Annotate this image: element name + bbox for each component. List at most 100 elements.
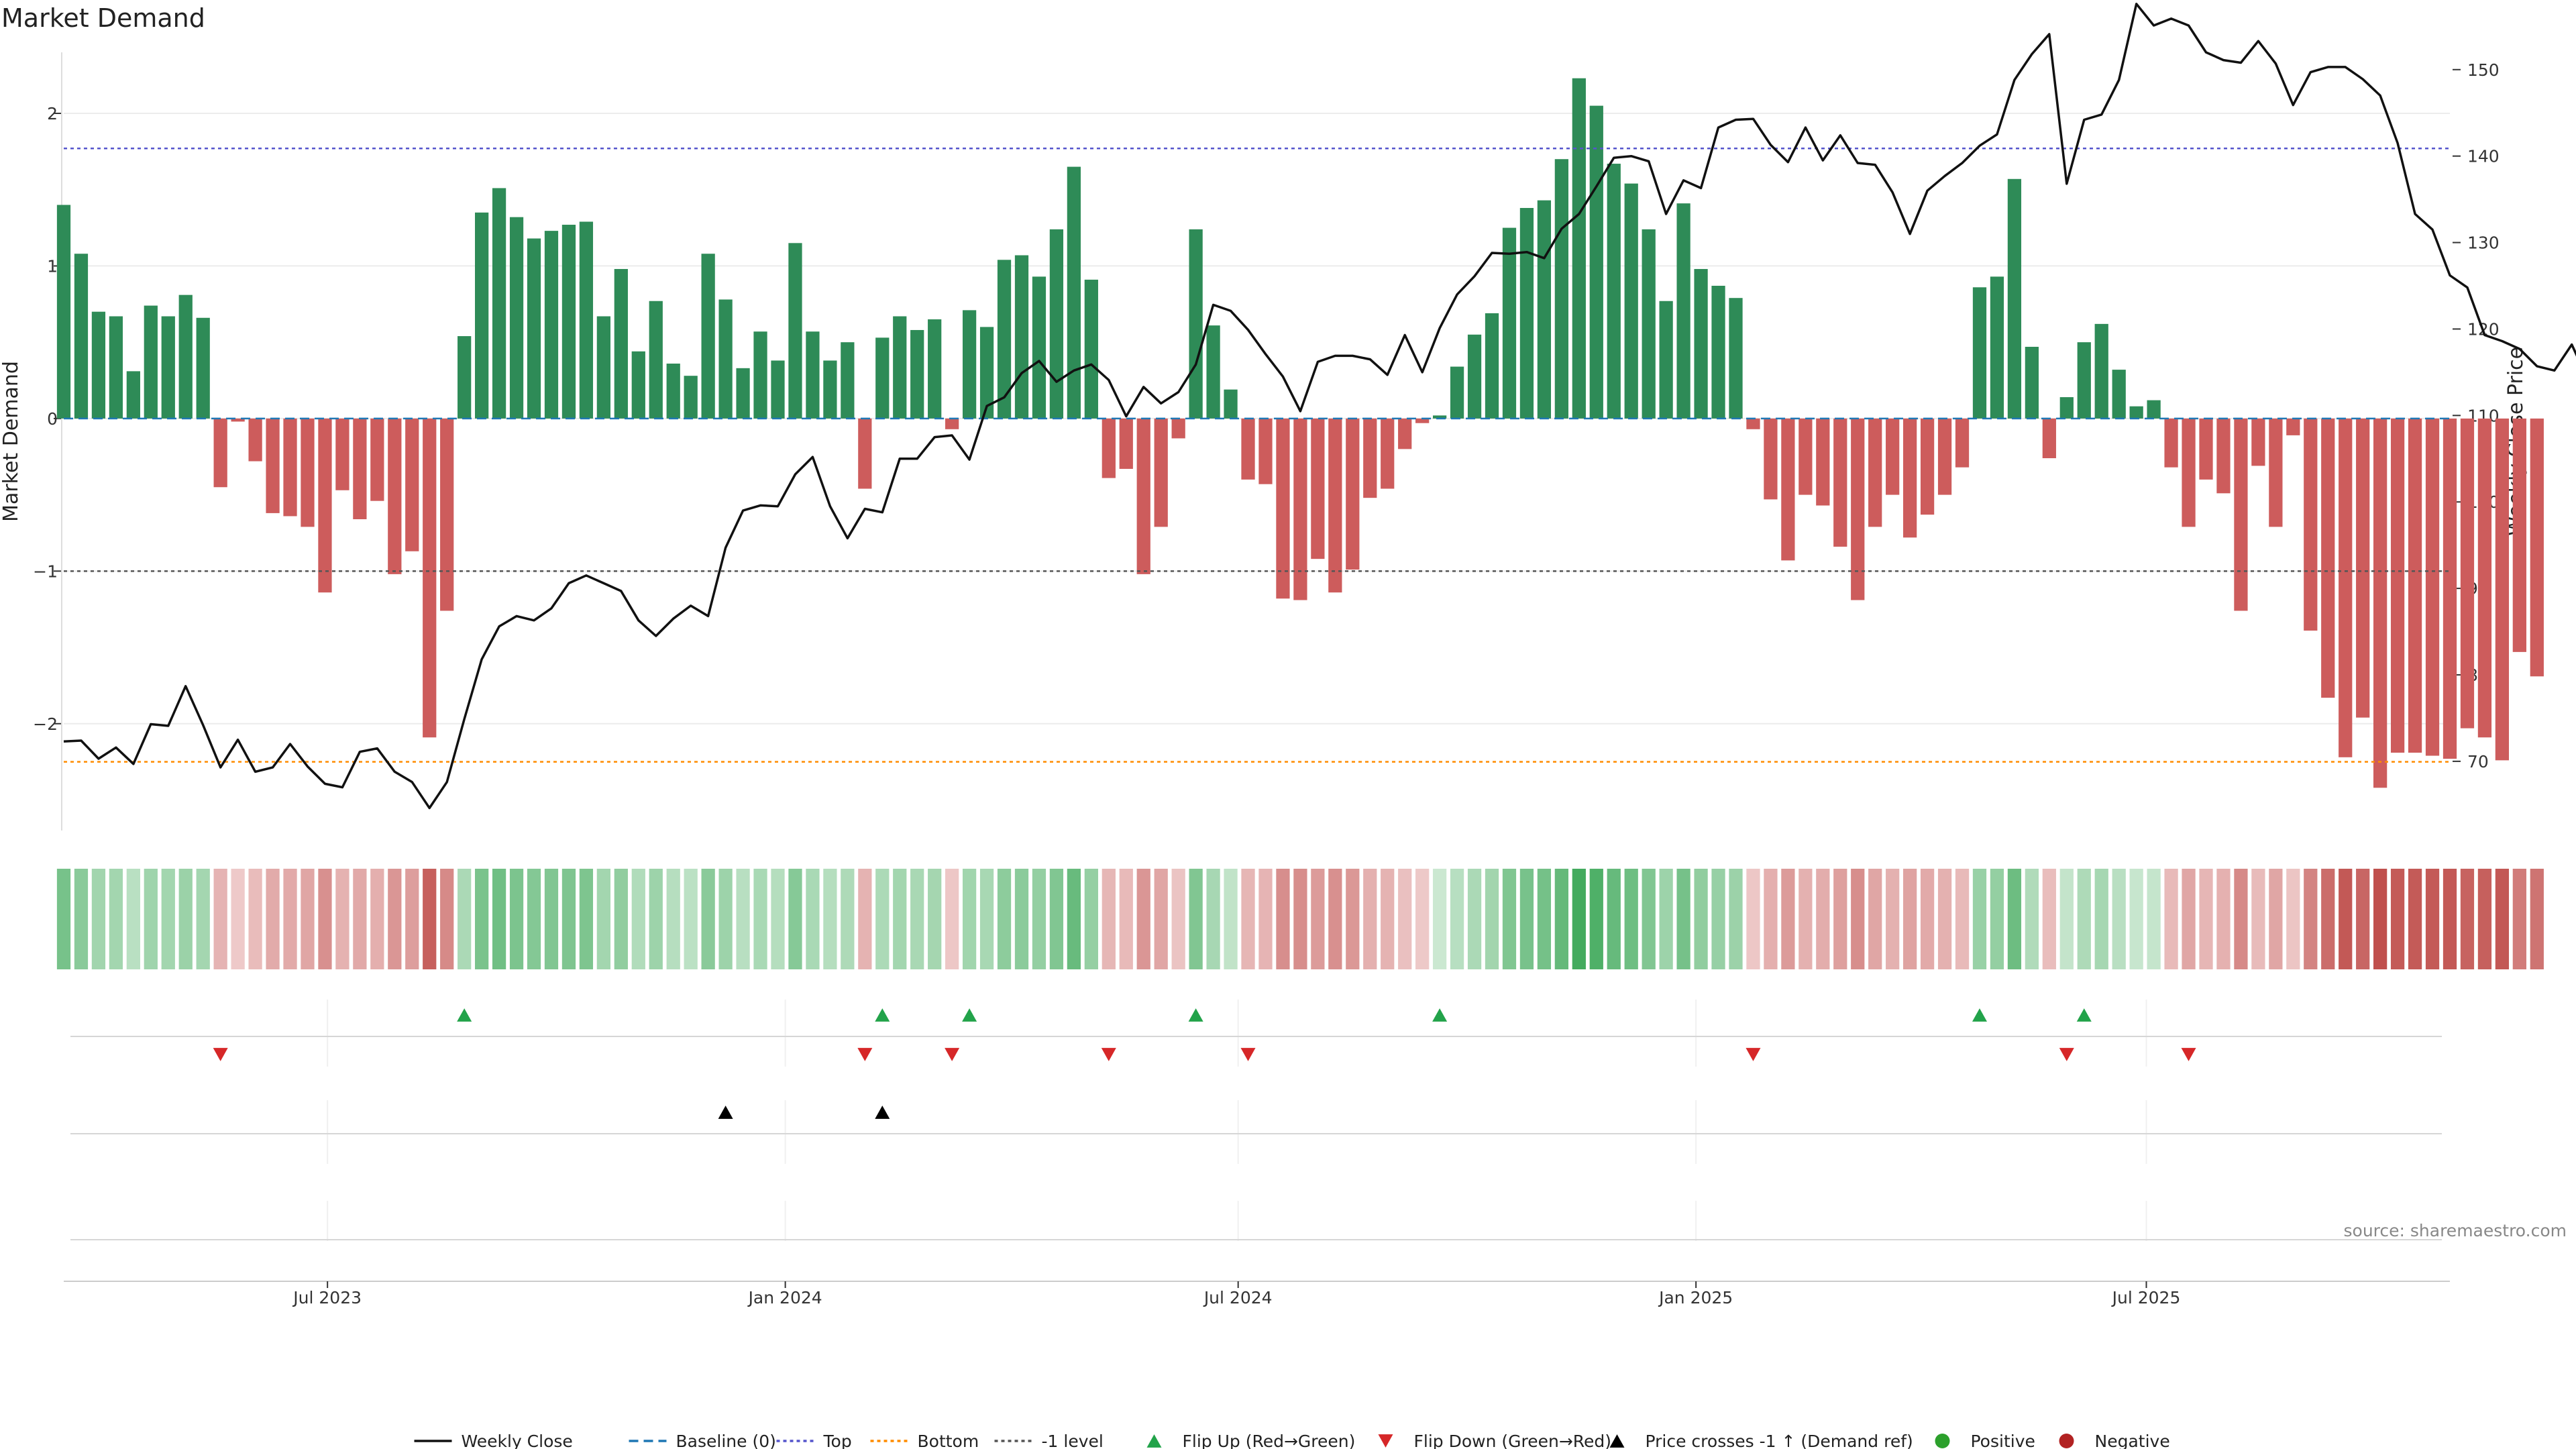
positive-bar bbox=[492, 188, 506, 419]
negative-bar bbox=[1398, 418, 1412, 449]
negative-heat-cell bbox=[1119, 869, 1133, 969]
positive-bar bbox=[2077, 342, 2091, 419]
negative-heat-cell bbox=[1816, 869, 1830, 969]
y-tick-label: −2 bbox=[33, 714, 58, 734]
negative-bar bbox=[1346, 418, 1360, 570]
positive-heat-cell bbox=[2094, 869, 2108, 969]
positive-heat-cell bbox=[178, 869, 193, 969]
legend-swatch bbox=[1609, 1434, 1625, 1448]
positive-heat-cell bbox=[1624, 869, 1638, 969]
negative-heat-cell bbox=[2425, 869, 2440, 969]
negative-heat-cell bbox=[2251, 869, 2265, 969]
negative-heat-cell bbox=[2443, 869, 2457, 969]
negative-heat-cell bbox=[1258, 869, 1273, 969]
legend-label: Top bbox=[823, 1432, 852, 1449]
positive-heat-cell bbox=[1014, 869, 1029, 969]
positive-heat-cell bbox=[1432, 869, 1447, 969]
negative-heat-cell bbox=[301, 869, 315, 969]
positive-bar bbox=[109, 316, 123, 419]
positive-heat-cell bbox=[1189, 869, 1203, 969]
positive-heat-cell bbox=[718, 869, 733, 969]
positive-heat-cell bbox=[474, 869, 489, 969]
positive-bar bbox=[1659, 301, 1673, 419]
positive-bar bbox=[841, 342, 855, 419]
negative-heat-cell bbox=[1102, 869, 1116, 969]
y2-tick-label: 140 bbox=[2467, 147, 2500, 166]
x-tick-label: Jul 2023 bbox=[292, 1288, 362, 1307]
positive-heat-cell bbox=[544, 869, 559, 969]
x-tick-label: Jul 2025 bbox=[2111, 1288, 2181, 1307]
positive-heat-cell bbox=[509, 869, 524, 969]
positive-heat-cell bbox=[458, 869, 472, 969]
positive-heat-cell bbox=[701, 869, 715, 969]
positive-heat-cell bbox=[823, 869, 837, 969]
negative-bar bbox=[1136, 418, 1150, 574]
positive-heat-cell bbox=[1450, 869, 1464, 969]
negative-bar bbox=[1328, 418, 1342, 593]
positive-heat-cell bbox=[893, 869, 907, 969]
negative-heat-cell bbox=[1171, 869, 1185, 969]
positive-heat-cell bbox=[126, 869, 140, 969]
negative-heat-cell bbox=[1764, 869, 1778, 969]
positive-bar bbox=[806, 331, 820, 419]
negative-bar bbox=[2321, 418, 2335, 698]
negative-heat-cell bbox=[1920, 869, 1935, 969]
negative-heat-cell bbox=[2042, 869, 2056, 969]
negative-bar bbox=[2339, 418, 2353, 757]
positive-bar bbox=[161, 316, 175, 419]
positive-bar bbox=[1049, 229, 1064, 419]
flip-up-marker bbox=[457, 1008, 472, 1022]
positive-bar bbox=[1624, 183, 1638, 419]
flip-down-marker bbox=[1240, 1048, 1256, 1061]
negative-bar bbox=[266, 418, 280, 513]
negative-heat-cell bbox=[266, 869, 280, 969]
positive-heat-cell bbox=[109, 869, 123, 969]
legend-label: Negative bbox=[2095, 1432, 2170, 1449]
positive-heat-cell bbox=[1642, 869, 1656, 969]
negative-heat-cell bbox=[2477, 869, 2492, 969]
positive-heat-cell bbox=[910, 869, 924, 969]
negative-bar bbox=[370, 418, 384, 501]
positive-bar bbox=[1432, 415, 1447, 419]
negative-heat-cell bbox=[1746, 869, 1760, 969]
positive-bar bbox=[1990, 276, 2004, 419]
negative-heat-cell bbox=[2495, 869, 2510, 969]
negative-bar bbox=[2443, 418, 2457, 759]
flip-down-marker bbox=[945, 1048, 960, 1061]
legend-swatch bbox=[1378, 1434, 1393, 1448]
negative-heat-cell bbox=[1136, 869, 1150, 969]
negative-heat-cell bbox=[1833, 869, 1847, 969]
legend-item: Bottom bbox=[870, 1432, 979, 1449]
positive-bar bbox=[74, 254, 89, 419]
negative-bar bbox=[1886, 418, 1900, 495]
positive-heat-cell bbox=[1972, 869, 1987, 969]
negative-bar bbox=[1764, 418, 1778, 500]
negative-bar bbox=[2460, 418, 2475, 729]
legend-label: Baseline (0) bbox=[676, 1432, 776, 1449]
negative-heat-cell bbox=[283, 869, 297, 969]
positive-bar bbox=[666, 364, 680, 419]
flip-up-marker bbox=[2076, 1008, 2092, 1022]
positive-heat-cell bbox=[1049, 869, 1064, 969]
positive-heat-cell bbox=[614, 869, 628, 969]
flip-down-marker bbox=[1746, 1048, 1761, 1061]
legend-label: Bottom bbox=[918, 1432, 979, 1449]
positive-bar bbox=[91, 311, 106, 419]
main-panel: 210−1−2150140130120110100908070Market De… bbox=[0, 3, 2576, 830]
negative-bar bbox=[1415, 418, 1430, 423]
negative-heat-cell bbox=[2182, 869, 2196, 969]
legend-item: Price crosses -1 ↑ (Demand ref) bbox=[1609, 1432, 1913, 1449]
negative-bar bbox=[388, 418, 402, 574]
positive-bar bbox=[1607, 164, 1621, 419]
price-cross-marker bbox=[718, 1106, 733, 1119]
flip-down-marker bbox=[857, 1048, 873, 1061]
positive-bar bbox=[579, 221, 594, 419]
positive-heat-cell bbox=[492, 869, 506, 969]
negative-bar bbox=[2477, 418, 2492, 738]
negative-bar bbox=[2425, 418, 2440, 756]
negative-bar bbox=[318, 418, 332, 593]
positive-bar bbox=[1694, 268, 1708, 419]
y2-tick-label: 150 bbox=[2467, 60, 2500, 80]
positive-bar bbox=[2112, 370, 2126, 419]
positive-bar bbox=[1206, 325, 1220, 419]
